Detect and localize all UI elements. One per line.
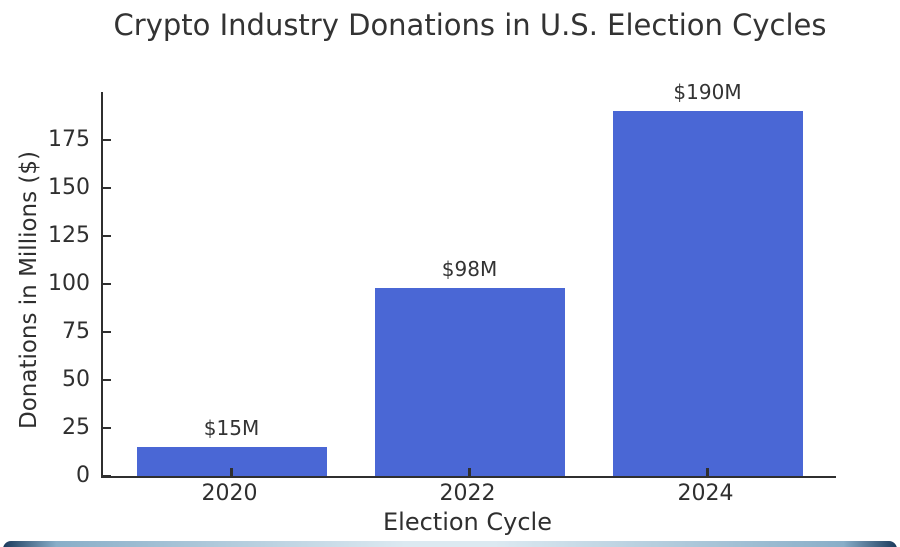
x-axis-label: Election Cycle: [383, 508, 552, 536]
y-axis-tick: [103, 282, 111, 286]
y-tick-label: 125: [48, 223, 90, 248]
y-axis-tick: [103, 138, 111, 142]
y-tick-label: 0: [76, 463, 90, 488]
y-axis-tick: [103, 186, 111, 190]
y-axis-tick: [103, 474, 111, 478]
bar-2024: [612, 111, 803, 476]
x-tick-label: 2020: [201, 481, 258, 506]
x-tick-label: 2022: [439, 481, 496, 506]
y-tick-label: 75: [62, 319, 90, 344]
x-axis-tick: [468, 468, 471, 476]
plot-area: $15M $98M $190M: [101, 80, 836, 478]
x-axis-tick: [230, 468, 233, 476]
bar-value-label: $190M: [673, 80, 742, 105]
y-axis-tick: [103, 330, 111, 334]
bottom-accent-strip: [3, 541, 897, 547]
x-axis-tick: [706, 468, 709, 476]
bar-value-label: $98M: [441, 256, 498, 281]
bar-value-label: $15M: [203, 416, 260, 441]
chart-title: Crypto Industry Donations in U.S. Electi…: [113, 8, 827, 42]
bar-2022: [374, 287, 565, 476]
y-tick-label: 150: [48, 175, 90, 200]
y-tick-label: 25: [62, 415, 90, 440]
y-tick-label: 175: [48, 127, 90, 152]
x-tick-label: 2024: [677, 481, 734, 506]
y-axis-tick: [103, 234, 111, 238]
y-tick-label: 50: [62, 367, 90, 392]
y-axis-tick: [103, 378, 111, 382]
y-axis-tick: [103, 426, 111, 430]
y-tick-label: 100: [48, 271, 90, 296]
